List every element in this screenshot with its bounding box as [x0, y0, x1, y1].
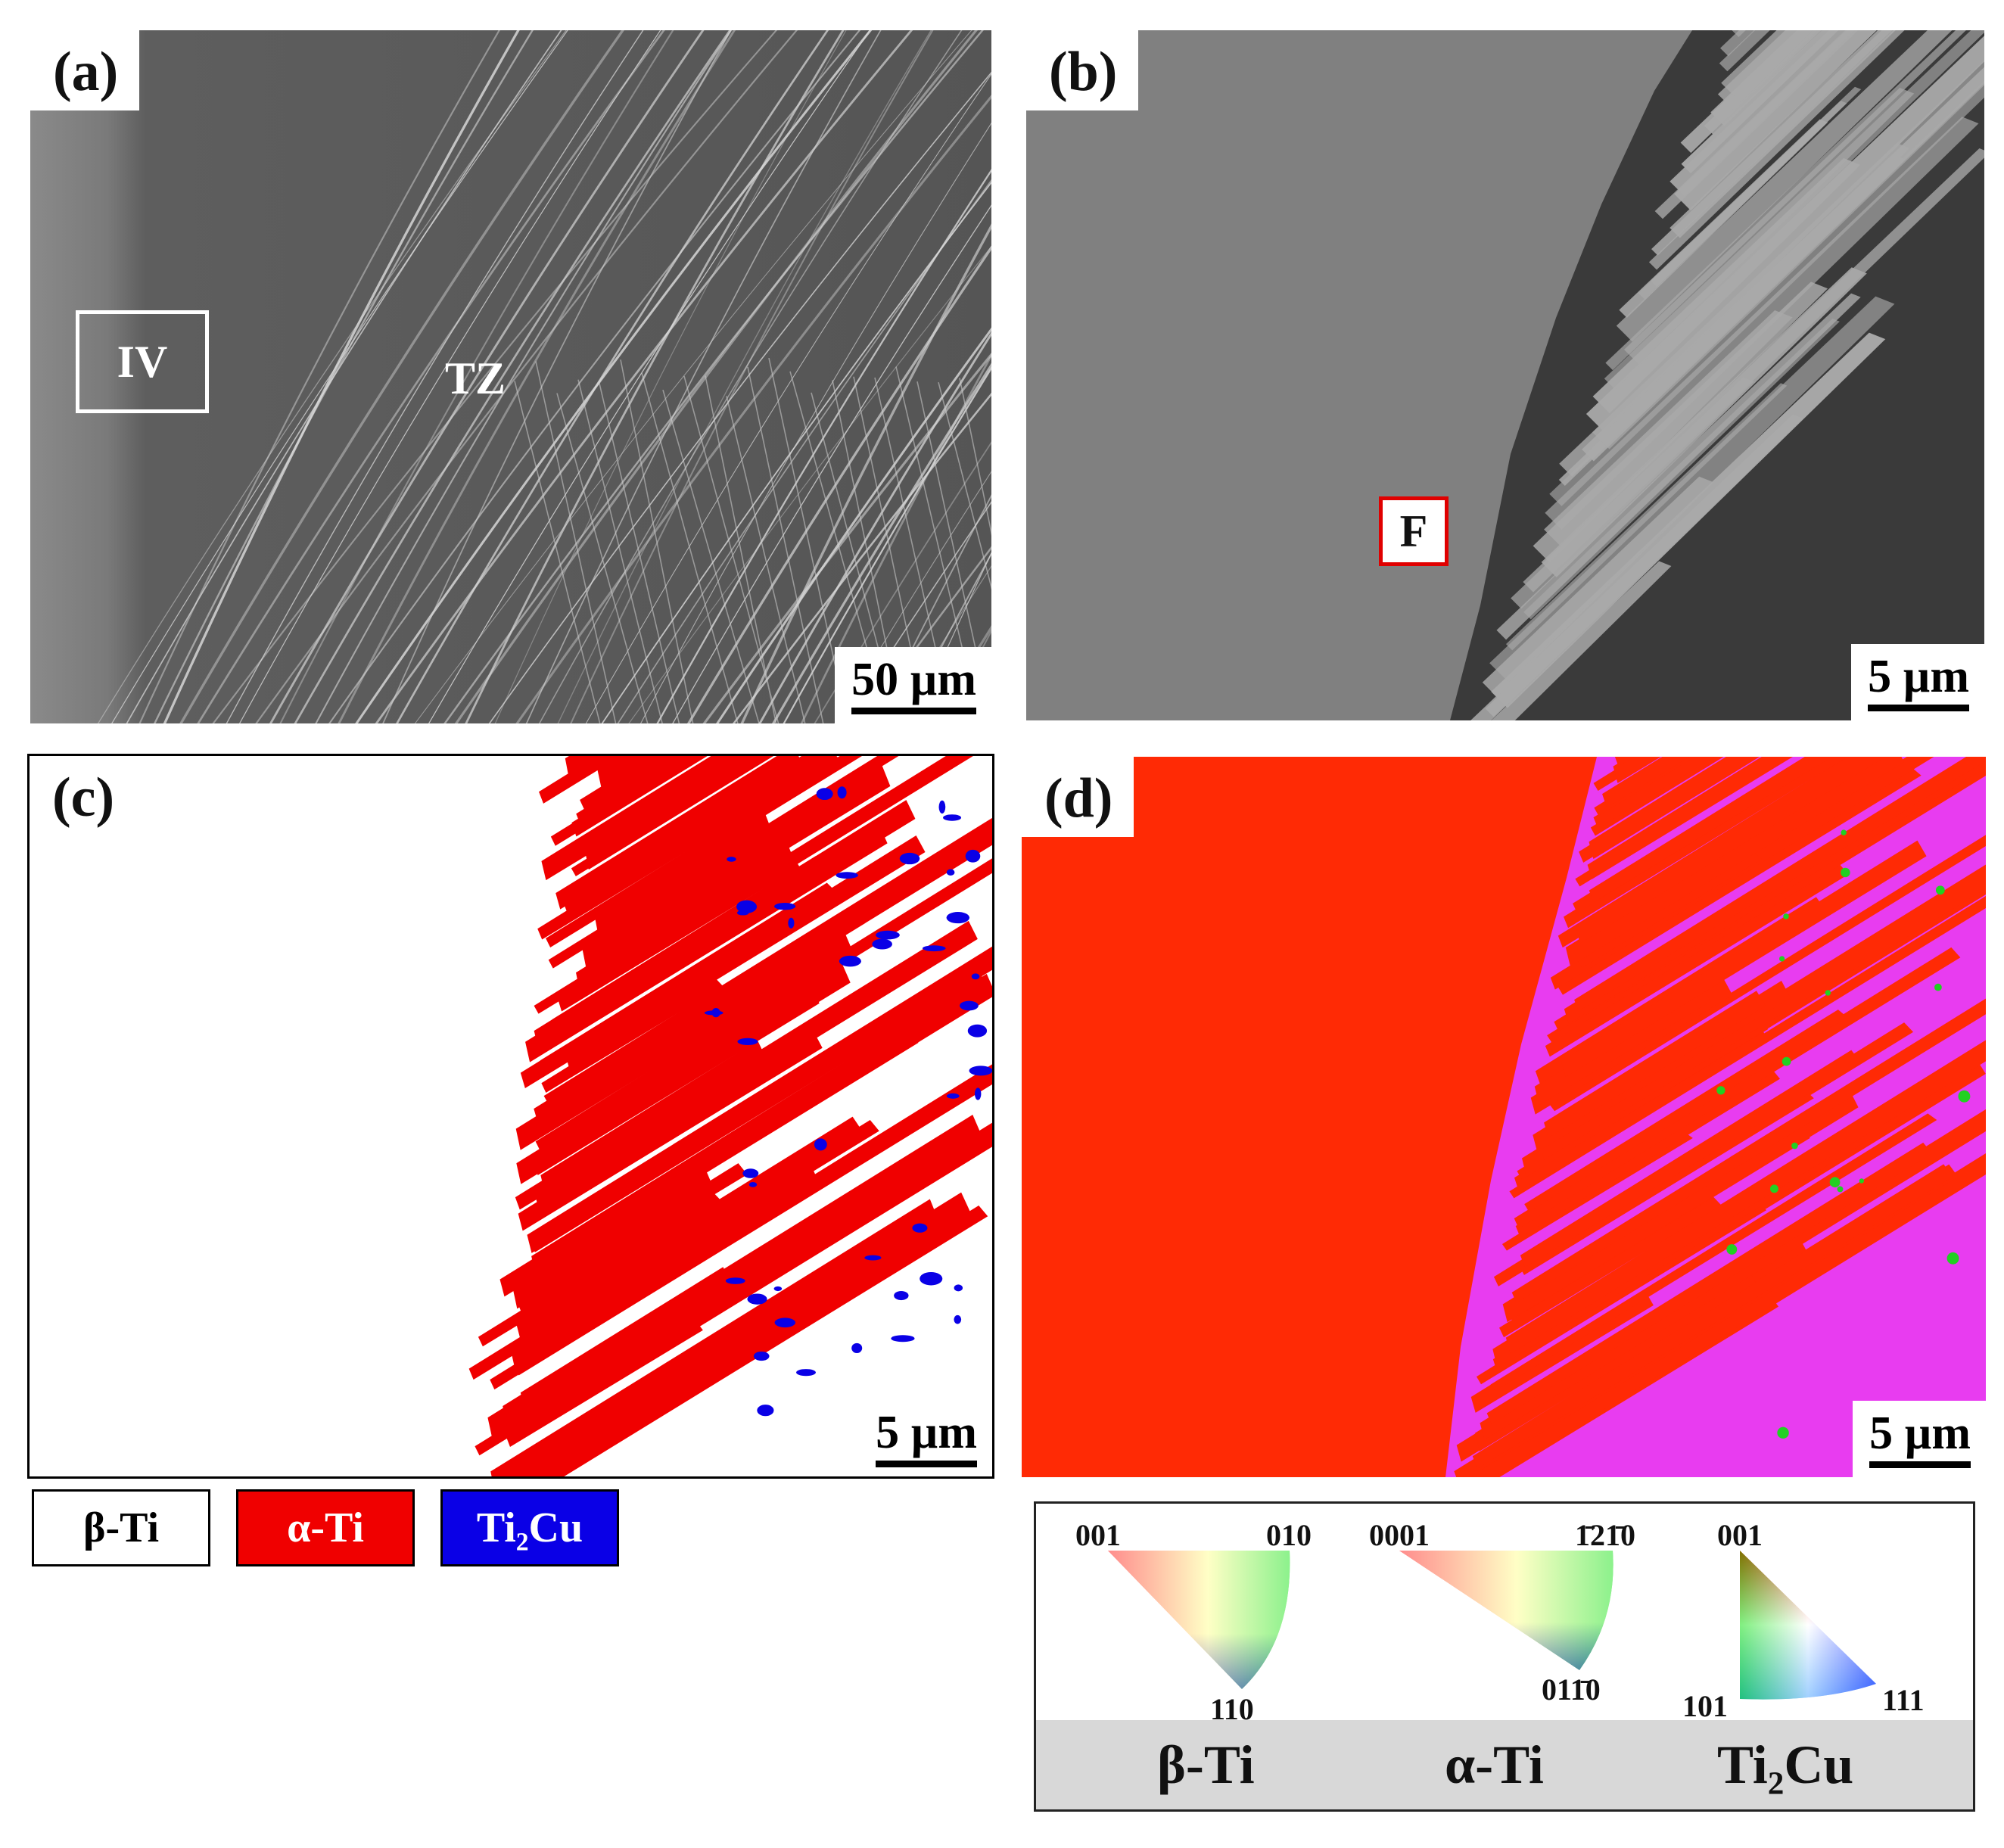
- panel-b-sem-image: (b) F 5 µm: [1026, 30, 1984, 720]
- alpha-corner-0001: 0001: [1369, 1518, 1430, 1552]
- panel-label-b: (b): [1026, 30, 1139, 110]
- ipf-map-d: [1022, 757, 1986, 1477]
- panel-a-sem-image: (a) IV TZ 50 µm: [30, 30, 991, 723]
- legend-alpha-ti-label: α-Ti: [287, 1504, 364, 1551]
- ti2cu-specks: [704, 786, 992, 1417]
- scale-bar-b: 5 µm: [1851, 644, 1984, 720]
- ipf-key-phase-names: β-Ti α-Ti Ti₂Cu: [1036, 1720, 1973, 1809]
- scale-bar-c-line: [876, 1461, 977, 1467]
- legend-beta-ti-label: β-Ti: [82, 1504, 160, 1551]
- scale-bar-d: 5 µm: [1853, 1401, 1986, 1477]
- scale-bar-d-text: 5 µm: [1869, 1408, 1971, 1459]
- ti2cu-corner-111: 111: [1882, 1683, 1925, 1717]
- f-label: F: [1399, 506, 1428, 556]
- ipf-key-beta-name: β-Ti: [1157, 1734, 1255, 1795]
- f-region-box: F: [1379, 496, 1449, 566]
- scale-bar-b-text: 5 µm: [1868, 651, 1969, 702]
- scale-bar-b-line: [1868, 705, 1969, 711]
- ipf-key-triangles: [1108, 1551, 1876, 1700]
- alpha-corner-0110: 011̄0: [1542, 1672, 1601, 1706]
- panel-label-a: (a): [30, 30, 140, 110]
- scale-bar-a: 50 µm: [835, 647, 991, 723]
- legend-ti2cu-label: Ti₂Cu: [476, 1504, 583, 1551]
- panel-d-ipf-map: (d) 5 µm: [1022, 757, 1986, 1477]
- ti2cu-corner-001: 001: [1717, 1518, 1763, 1552]
- beta-corner-010: 010: [1266, 1518, 1312, 1552]
- legend-beta-ti: β-Ti: [32, 1489, 210, 1566]
- scale-bar-a-text: 50 µm: [851, 654, 976, 705]
- ipf-key-alpha-name: α-Ti: [1445, 1734, 1544, 1795]
- scale-bar-c-text: 5 µm: [876, 1407, 977, 1458]
- sem-micrograph-b: [1026, 30, 1984, 720]
- panel-label-d: (d): [1022, 757, 1134, 837]
- scale-bar-c: 5 µm: [859, 1400, 992, 1476]
- legend-ti2cu: Ti₂Cu: [440, 1489, 619, 1566]
- lamellae-b: [1470, 30, 1984, 720]
- alpha-corner-1210: 1̄21̄0: [1575, 1518, 1635, 1552]
- phase-map-c: [30, 756, 992, 1476]
- sem-micrograph-a: [30, 30, 991, 723]
- alpha-laths-ipf: [1454, 757, 1986, 1477]
- tz-label: TZ: [445, 353, 506, 403]
- iv-label: IV: [117, 337, 168, 387]
- panel-label-c: (c): [30, 756, 136, 836]
- scale-bar-a-line: [851, 708, 976, 714]
- beta-corner-110: 110: [1210, 1692, 1254, 1726]
- ipf-color-key: 001 010 110 0001 1̄21̄0 011̄0 001 101 11…: [1034, 1501, 1975, 1812]
- legend-alpha-ti: α-Ti: [236, 1489, 415, 1566]
- ti2cu-corner-101: 101: [1682, 1689, 1728, 1723]
- alpha-laths: [468, 756, 992, 1476]
- beta-corner-001: 001: [1075, 1518, 1121, 1552]
- iv-region-box: IV: [76, 310, 209, 413]
- ipf-key-ti2cu-name: Ti₂Cu: [1717, 1734, 1854, 1795]
- scale-bar-d-line: [1869, 1461, 1971, 1468]
- panel-c-phase-map: (c) 5 µm: [27, 754, 994, 1479]
